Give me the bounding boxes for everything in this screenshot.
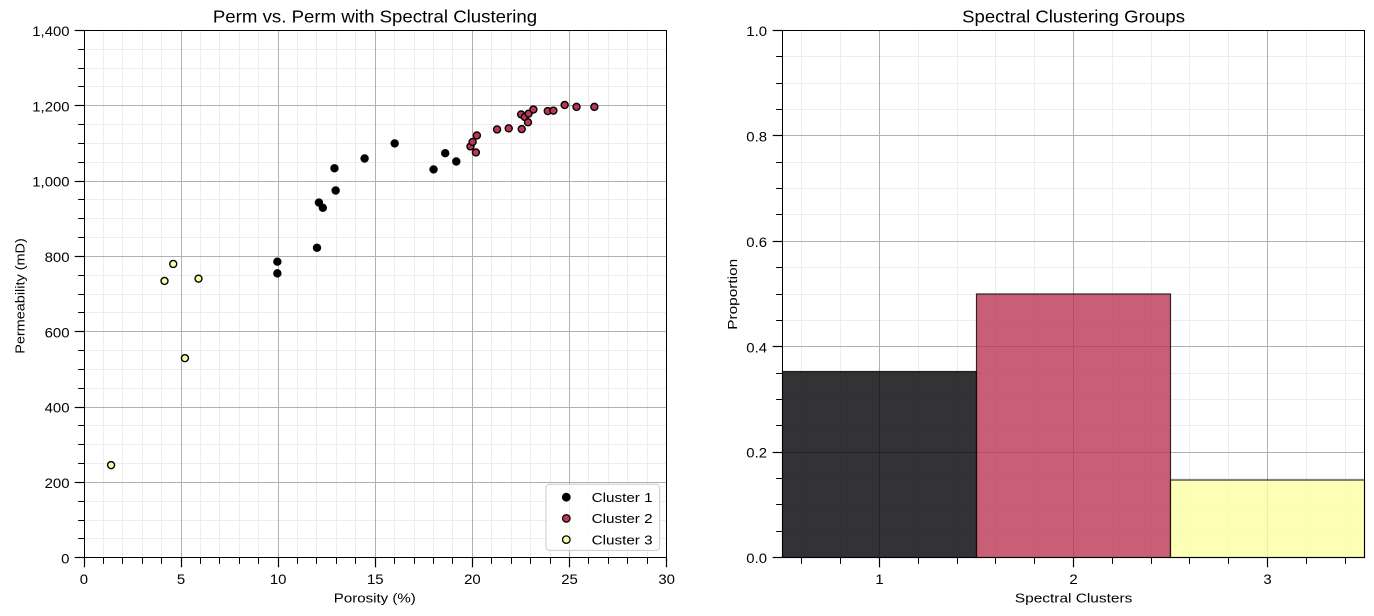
svg-text:5: 5	[177, 572, 185, 587]
svg-text:Porosity (%): Porosity (%)	[334, 591, 416, 606]
svg-text:1,200: 1,200	[32, 99, 69, 114]
svg-text:0.2: 0.2	[746, 446, 767, 461]
svg-text:0.0: 0.0	[746, 551, 767, 566]
svg-text:25: 25	[561, 572, 578, 587]
svg-text:800: 800	[45, 250, 70, 265]
svg-text:Cluster 3: Cluster 3	[592, 532, 653, 547]
svg-text:0: 0	[61, 551, 69, 566]
svg-text:0.4: 0.4	[746, 340, 767, 355]
svg-text:1,000: 1,000	[32, 175, 69, 190]
svg-text:1.0: 1.0	[746, 24, 767, 39]
svg-text:Cluster 2: Cluster 2	[592, 511, 653, 526]
svg-text:Cluster 1: Cluster 1	[592, 490, 653, 505]
svg-text:0: 0	[80, 572, 88, 587]
svg-text:400: 400	[45, 401, 70, 416]
svg-text:15: 15	[367, 572, 384, 587]
svg-text:Spectral Clustering Groups: Spectral Clustering Groups	[962, 6, 1185, 26]
svg-text:Spectral Clusters: Spectral Clusters	[1015, 591, 1133, 606]
svg-text:0.8: 0.8	[746, 130, 767, 145]
svg-text:600: 600	[45, 325, 70, 340]
svg-text:10: 10	[270, 572, 287, 587]
svg-text:Permeability (mD): Permeability (mD)	[13, 238, 28, 354]
svg-text:2: 2	[1069, 572, 1077, 587]
svg-text:1,400: 1,400	[32, 24, 69, 39]
svg-text:0.6: 0.6	[746, 235, 767, 250]
svg-text:Proportion: Proportion	[725, 259, 740, 330]
svg-text:20: 20	[464, 572, 481, 587]
svg-text:3: 3	[1263, 572, 1271, 587]
svg-text:Perm vs. Perm with Spectral Cl: Perm vs. Perm with Spectral Clustering	[213, 6, 537, 26]
svg-text:1: 1	[875, 572, 883, 587]
svg-text:200: 200	[45, 476, 70, 491]
svg-text:30: 30	[658, 572, 675, 587]
